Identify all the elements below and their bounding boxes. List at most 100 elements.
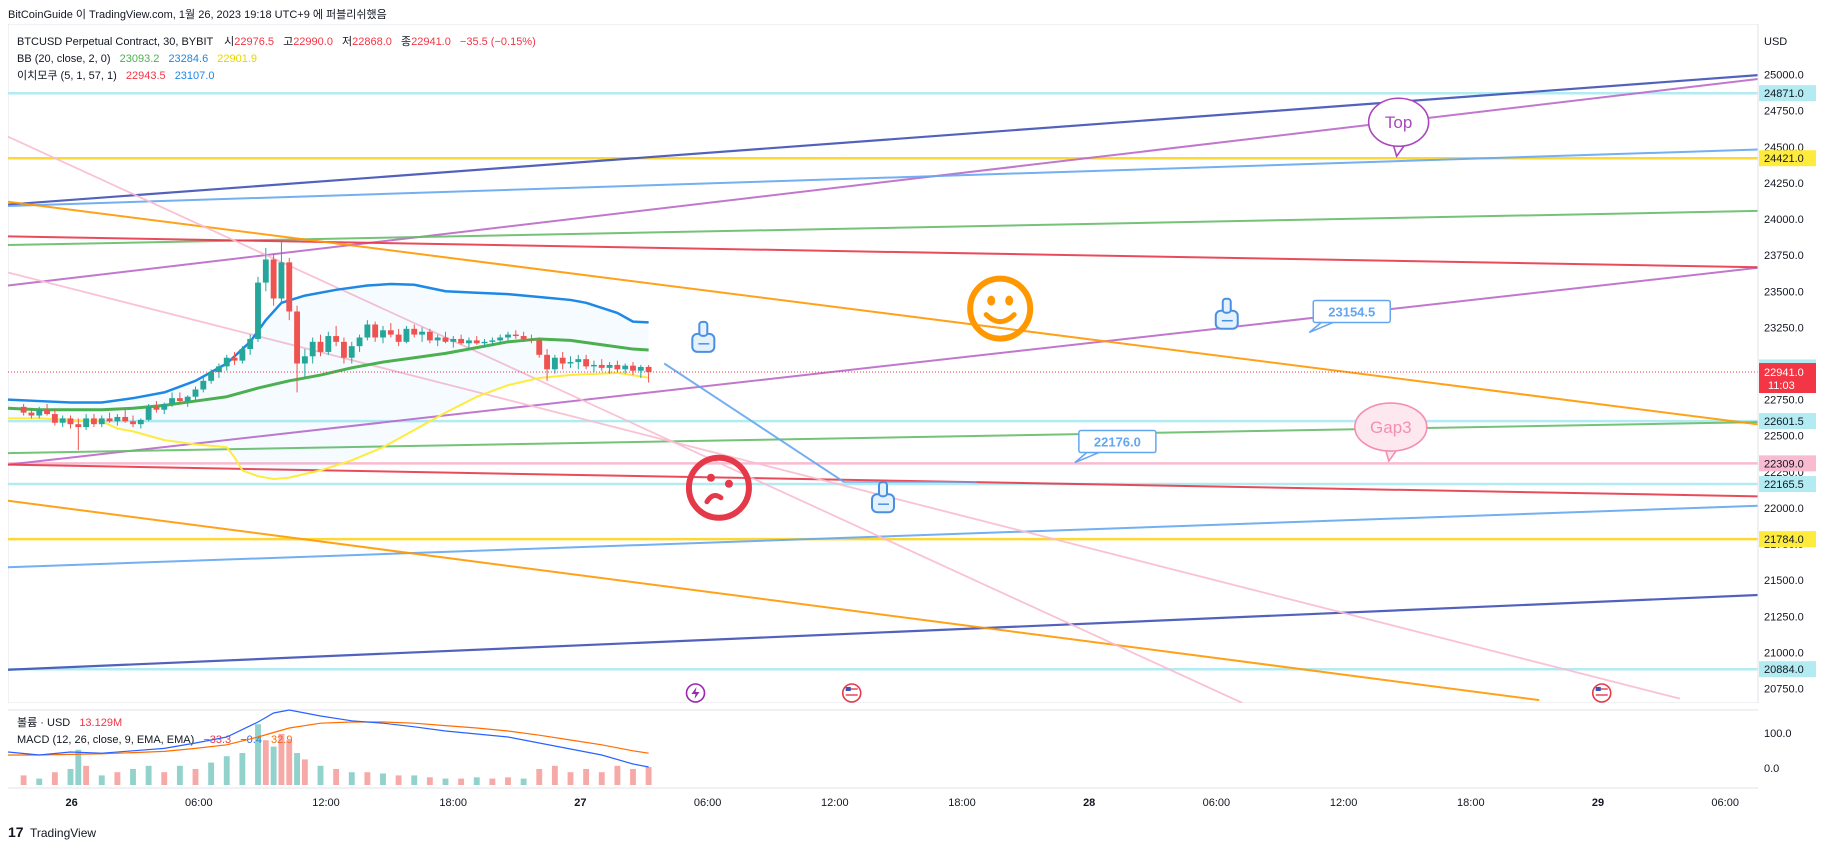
candle-body (247, 338, 254, 350)
legend-high-label: 고 (283, 36, 293, 48)
trend-line-orange (8, 200, 1758, 426)
candle-body (505, 334, 511, 338)
legend-volume-row: 볼륨 · USD 13.129M (17, 716, 122, 729)
legend-bb-upper: 23284.6 (168, 53, 208, 65)
price-tick: 23500.0 (1764, 286, 1804, 298)
volume-bar (161, 772, 168, 785)
time-axis[interactable]: 26 06:00 12:00 18:00 27 06:00 12:00 18:00 28 06:0… (8, 787, 1758, 809)
candle-body (122, 416, 129, 422)
candle (372, 321, 379, 342)
candle (208, 369, 215, 384)
candle-body (59, 418, 66, 423)
legend-low-label: 저 (342, 35, 352, 48)
candle-body (325, 336, 332, 352)
candle-body (419, 331, 425, 335)
footer-brand: TradingView (30, 826, 96, 840)
hand-finger (698, 320, 709, 337)
trend-line-purple (8, 266, 1758, 466)
volume-bar (208, 762, 215, 785)
price-label-text: 22309.0 (1764, 458, 1804, 470)
candle (169, 392, 175, 407)
face-eye (987, 295, 996, 306)
legend-bb-label: BB (20, close, 2, 0) (17, 53, 111, 65)
candles (20, 240, 652, 451)
candle-body (255, 282, 261, 339)
macd-pane[interactable]: 볼륨 · USD 13.129M MACD (12, 26, close, 9,… (7, 709, 1792, 785)
price-label-text: 20884.0 (1764, 664, 1804, 676)
volume-bar (130, 769, 136, 785)
event-icons (685, 683, 1612, 703)
price-tick: 24000.0 (1764, 214, 1804, 226)
candle-body (544, 354, 550, 370)
trend-line-pink (8, 271, 1681, 700)
price-tick: 21500.0 (1764, 575, 1804, 587)
volume-bar (192, 769, 199, 785)
price-label-box (1759, 150, 1816, 167)
volume-bar (223, 756, 230, 785)
hand-finger (1221, 297, 1232, 314)
trend-line-red (8, 235, 1758, 269)
time-tick: 06:00 (1203, 797, 1231, 809)
current-price-text: 22941.0 (1764, 367, 1804, 379)
candle-body (473, 340, 480, 344)
candle-body (137, 419, 144, 425)
candle-body (294, 311, 300, 364)
price-axis[interactable]: USD 25000.024750.024500.024250.024000.02… (1757, 24, 1816, 703)
bb-fill (8, 284, 649, 480)
callout-Gap3: Gap3 (1354, 402, 1428, 463)
macd-tick: 100.0 (1764, 728, 1792, 740)
candle-body (51, 414, 58, 423)
face-mouth (704, 493, 724, 505)
time-tick: 12:00 (821, 797, 849, 809)
candle (450, 336, 457, 348)
candle (28, 408, 35, 419)
volume-bar (614, 765, 621, 785)
price-tick: 22000.0 (1764, 503, 1804, 515)
footer: 17 TradingView (8, 824, 96, 840)
candle (122, 409, 129, 423)
candle-body (20, 406, 27, 413)
candle-body (559, 357, 566, 364)
macd-line (7, 709, 649, 768)
candle-body (520, 336, 527, 339)
bb-lower-line (8, 371, 649, 481)
candle-body (83, 418, 90, 428)
callout-Top: Top (1367, 97, 1430, 159)
candle (536, 337, 543, 358)
trend-line-navy (8, 593, 1758, 671)
candle-body (395, 334, 402, 342)
sad-face-icon (685, 454, 752, 521)
candle-body (575, 359, 582, 363)
volume-bar (270, 746, 277, 785)
time-tick: 18:00 (439, 797, 467, 809)
volume-bar (364, 772, 371, 785)
volume-bar (262, 740, 269, 785)
candle-body (28, 412, 35, 416)
candle (325, 331, 332, 355)
candle-body (481, 341, 488, 344)
volume-bar (286, 740, 293, 785)
candle-body (262, 259, 269, 283)
candle (551, 354, 558, 374)
trend-line-lightblue (8, 504, 1758, 569)
volume-bar (473, 777, 480, 785)
candle-body (270, 259, 277, 299)
candle-body (75, 424, 82, 428)
horizontal-lines (8, 91, 1758, 671)
trend-line-green (8, 209, 1758, 247)
time-tick: 27 (574, 797, 586, 809)
volume-bar (598, 772, 605, 785)
candle-body (450, 338, 457, 342)
candle (200, 377, 207, 393)
candle-body (184, 396, 191, 402)
legend-volume-label: 볼륨 · USD (17, 716, 70, 729)
candle-body (145, 406, 152, 420)
event-circle (841, 683, 862, 703)
pointing-hand-icon (871, 481, 895, 514)
candle (75, 418, 82, 451)
legend-symbol: BTCUSD Perpetual Contract, 30, BYBIT (17, 36, 214, 48)
candle (426, 328, 433, 344)
legend-open-value: 22976.5 (234, 36, 274, 48)
